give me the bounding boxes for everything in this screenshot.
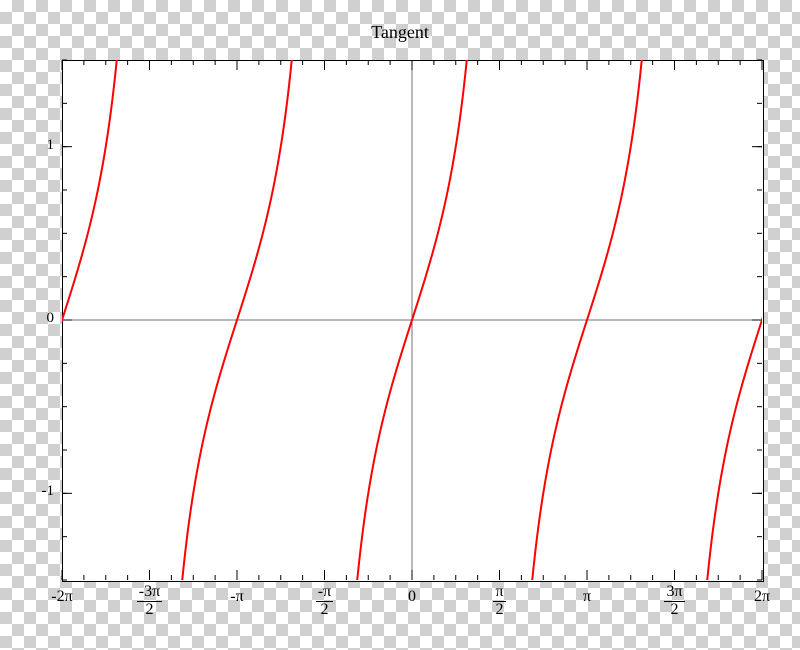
x-tick-label: 3π2 <box>645 584 705 619</box>
tangent-branch <box>501 0 673 650</box>
x-tick-label: -2π <box>32 588 92 606</box>
x-tick-label: -3π2 <box>120 584 180 619</box>
x-tick-label: π <box>557 588 617 606</box>
x-tick-label: -π2 <box>295 584 355 619</box>
tangent-branch <box>676 0 800 650</box>
tangent-chart: Tangent -101 -2π-3π2-π-π20π2π3π22π <box>0 0 800 650</box>
x-tick-label: -π <box>207 588 267 606</box>
tangent-series <box>0 0 800 650</box>
tangent-branch <box>151 0 323 650</box>
x-tick-label: 2π <box>732 588 792 606</box>
x-tick-label: π2 <box>470 584 530 619</box>
y-tick-label: -1 <box>20 483 54 500</box>
y-tick-label: 0 <box>20 310 54 327</box>
plot-svg <box>0 0 800 650</box>
x-tick-label: 0 <box>382 588 442 606</box>
y-tick-label: 1 <box>20 137 54 154</box>
